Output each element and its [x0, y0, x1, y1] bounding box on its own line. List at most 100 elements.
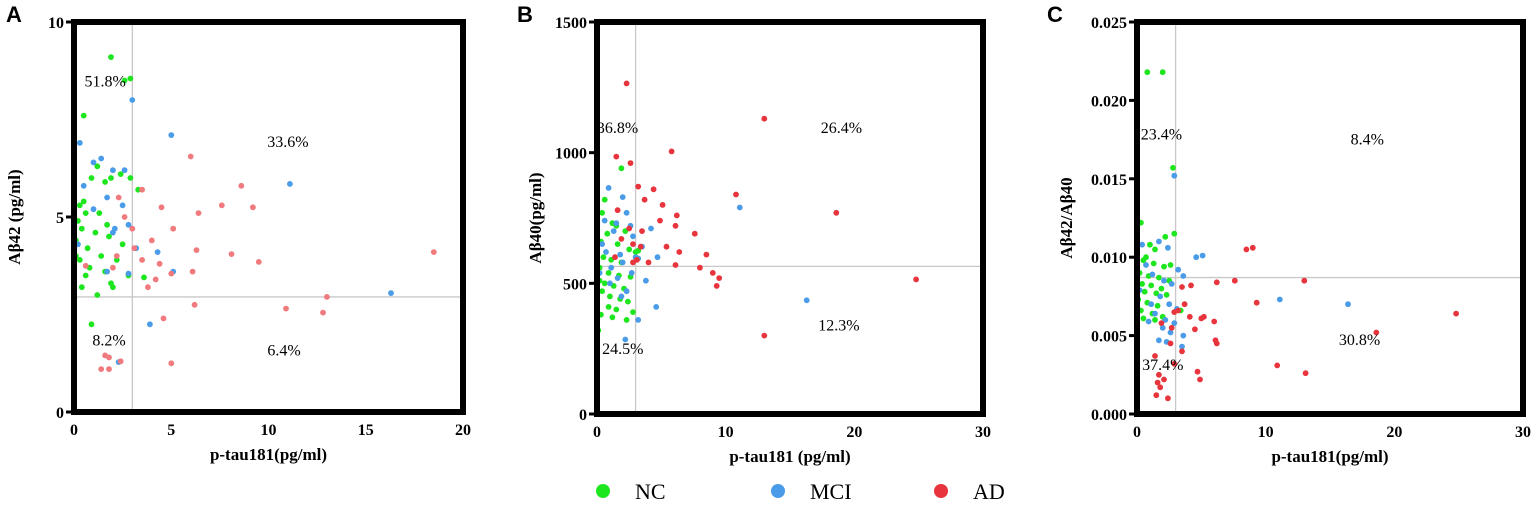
data-point-nc	[599, 209, 605, 216]
data-point-mci	[110, 167, 116, 174]
data-point-mci	[129, 97, 136, 103]
data-point-nc	[614, 241, 621, 248]
data-point-nc	[1143, 254, 1149, 261]
data-point-ad	[1161, 376, 1167, 383]
data-point-mci	[603, 249, 609, 255]
data-point-mci	[1145, 318, 1152, 325]
x-axis-title: p-tau181(pg/ml)	[1271, 447, 1388, 466]
data-point-ad	[1154, 379, 1161, 386]
data-point-ad	[1249, 244, 1256, 251]
data-point-nc	[96, 210, 103, 217]
data-point-nc	[599, 288, 605, 295]
data-point-nc	[127, 175, 134, 181]
data-point-nc	[1161, 263, 1167, 270]
data-point-ad	[170, 225, 177, 232]
data-points	[595, 80, 919, 343]
data-point-ad	[733, 191, 739, 198]
data-point-ad	[1186, 313, 1193, 320]
legend-item-nc: NC	[596, 479, 666, 504]
data-point-mci	[388, 290, 394, 296]
quadrant-percent-label: 33.6%	[267, 134, 308, 151]
data-point-ad	[1153, 392, 1160, 399]
data-point-ad	[430, 249, 437, 256]
data-point-mci	[168, 132, 175, 139]
quadrant-percent-label: 8.2%	[92, 333, 125, 350]
data-point-mci	[617, 251, 624, 258]
data-point-ad	[191, 301, 198, 308]
chart-panel-a: A 0 5 10 15 20 0 5 10 p-tau181(pg/ml) Aβ42 (pg/ml)…	[5, 2, 471, 464]
data-point-ad	[168, 270, 175, 277]
panel-letter: C	[1047, 2, 1063, 27]
data-point-mci	[628, 270, 635, 276]
data-point-ad	[623, 80, 630, 87]
data-point-ad	[1231, 277, 1238, 284]
data-point-ad	[672, 222, 679, 229]
data-point-nc	[78, 225, 85, 232]
data-point-mci	[1148, 301, 1155, 308]
y-tick-label: 5	[56, 210, 64, 227]
data-point-ad	[761, 332, 768, 339]
data-point-ad	[283, 305, 289, 312]
y-tick-label: 0.005	[1091, 329, 1127, 346]
data-point-nc	[82, 210, 89, 217]
data-point-ad	[106, 366, 112, 372]
y-axis-title: Aβ42 (pg/ml)	[5, 169, 24, 264]
x-tick-label: 20	[455, 422, 471, 439]
data-point-mci	[90, 159, 97, 166]
data-point-ad	[650, 186, 657, 193]
data-point-nc	[613, 306, 620, 313]
y-tick-label: 0	[56, 405, 64, 422]
data-point-mci	[1167, 329, 1174, 336]
data-point-ad	[168, 360, 175, 367]
quadrant-percent-label: 51.8%	[84, 73, 125, 90]
y-axis-title: Aβ42/Aβ40	[1057, 177, 1076, 258]
data-point-mci	[623, 288, 630, 295]
x-tick-label: 0	[1133, 424, 1141, 441]
data-point-mci	[90, 206, 97, 213]
data-point-ad	[110, 264, 116, 271]
quadrant-percent-label: 6.4%	[267, 342, 300, 359]
data-point-nc	[84, 245, 91, 252]
data-point-mci	[1175, 266, 1182, 273]
data-point-ad	[195, 210, 202, 217]
x-tick-label: 5	[167, 422, 175, 439]
data-point-nc	[1140, 315, 1147, 322]
data-point-mci	[622, 336, 629, 343]
data-point-nc	[119, 241, 126, 248]
legend-label: AD	[973, 479, 1005, 504]
data-point-mci	[125, 221, 132, 228]
data-point-ad	[1192, 326, 1198, 333]
data-point-mci	[104, 194, 110, 201]
data-point-mci	[619, 194, 626, 201]
data-point-mci	[601, 217, 608, 224]
data-point-ad	[1158, 320, 1165, 326]
data-point-ad	[1453, 310, 1459, 317]
data-point-ad	[320, 309, 326, 316]
data-point-nc	[1139, 281, 1145, 287]
data-point-ad	[641, 196, 648, 203]
quadrant-percent-label: 24.5%	[602, 341, 643, 358]
data-point-nc	[108, 175, 114, 181]
data-point-ad	[1213, 279, 1220, 286]
data-point-mci	[1166, 301, 1173, 308]
data-point-ad	[1157, 384, 1164, 391]
data-point-mci	[619, 259, 626, 266]
data-point-ad	[1168, 324, 1175, 331]
data-point-ad	[115, 194, 122, 201]
data-point-nc	[1163, 291, 1170, 298]
data-point-ad	[145, 284, 151, 291]
data-point-ad	[1188, 282, 1194, 289]
data-point-nc	[630, 309, 636, 315]
data-point-ad	[1197, 376, 1203, 383]
data-points	[1135, 69, 1459, 402]
legend-label: MCI	[810, 479, 852, 504]
data-point-mci	[643, 277, 649, 284]
data-point-nc	[94, 163, 101, 170]
x-tick-label: 30	[975, 424, 991, 441]
plot-frame	[594, 19, 986, 417]
data-point-ad	[160, 315, 167, 322]
data-point-ad	[152, 276, 159, 283]
data-point-mci	[1149, 271, 1156, 278]
data-point-nc	[605, 304, 612, 310]
data-point-ad	[117, 358, 124, 365]
